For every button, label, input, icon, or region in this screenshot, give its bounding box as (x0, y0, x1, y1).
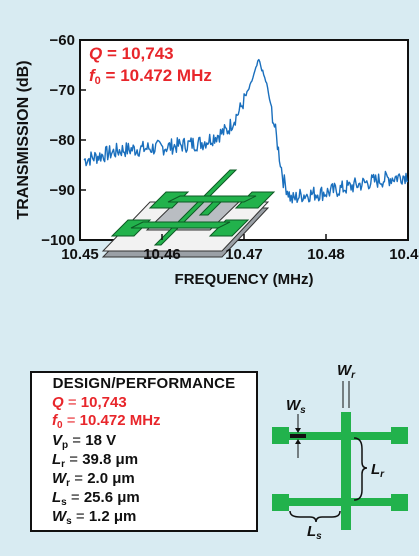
design-ls: Ls = 25.6 μm (52, 489, 140, 508)
beam-schematic (272, 381, 408, 530)
design-lr: Lr = 39.8 μm (52, 451, 139, 470)
x-tick-label: 10.48 (307, 246, 345, 263)
design-title: DESIGN/PERFORMANCE (52, 375, 236, 392)
design-vp: Vp = 18 V (52, 432, 117, 451)
design-wr: Wr = 2.0 μm (52, 470, 135, 489)
resonator-device-icon (101, 169, 276, 258)
design-performance-box: DESIGN/PERFORMANCE Q = 10,743 f0 = 10.47… (30, 371, 258, 532)
y-axis-title: TRANSMISSION (dB) (15, 60, 32, 219)
design-q: Q = 10,743 (52, 394, 127, 411)
lr-label: Lr (371, 461, 385, 480)
ls-label: Ls (307, 523, 322, 542)
x-tick-label: 10.49 (389, 246, 419, 263)
design-ws: Ws = 1.2 μm (52, 508, 137, 527)
f0-annotation: f0 = 10.472 MHz (89, 66, 212, 87)
y-tick-label: −100 (41, 232, 75, 249)
y-tick-label: −70 (50, 82, 75, 99)
y-tick-label: −80 (50, 132, 75, 149)
y-tick-label: −60 (50, 32, 75, 49)
q-annotation: Q = 10,743 (89, 44, 174, 63)
transmission-series-line (83, 58, 408, 204)
x-tick-label: 10.45 (61, 246, 99, 263)
design-f0: f0 = 10.472 MHz (52, 412, 161, 431)
x-tick-label: 10.47 (225, 246, 263, 263)
ws-label: Ws (286, 397, 306, 416)
x-axis-title: FREQUENCY (MHz) (175, 271, 314, 288)
wr-label: Wr (337, 362, 356, 381)
y-tick-label: −90 (50, 182, 75, 199)
x-tick-label: 10.46 (143, 246, 181, 263)
